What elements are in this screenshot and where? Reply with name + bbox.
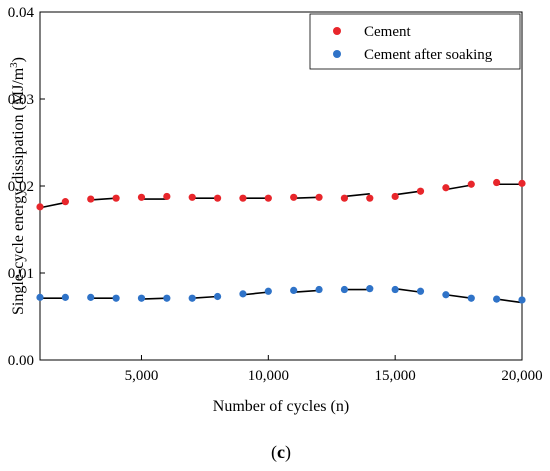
cement-point bbox=[315, 193, 323, 201]
cement-point bbox=[112, 194, 120, 202]
y-tick-label: 0.04 bbox=[8, 5, 35, 21]
cement-after-soaking-point bbox=[340, 285, 349, 294]
cement-after-soaking-point bbox=[112, 294, 120, 302]
cement-after-soaking-point bbox=[188, 294, 196, 302]
cement-point bbox=[493, 178, 501, 187]
cement-after-soaking-point bbox=[366, 285, 374, 293]
y-axis-label-superscript: 3 bbox=[8, 62, 20, 68]
cement-point bbox=[61, 198, 69, 206]
y-axis-label-end: ) bbox=[10, 57, 27, 62]
x-tick-label: 15,000 bbox=[375, 368, 416, 384]
cement-point bbox=[442, 184, 450, 192]
fit-segment bbox=[293, 196, 320, 199]
legend-label-cement-after-soaking: Cement after soaking bbox=[364, 47, 493, 63]
cement-after-soaking-point bbox=[290, 286, 298, 294]
cement-point bbox=[137, 193, 146, 201]
cement-point bbox=[416, 187, 425, 195]
legend: Cement Cement after soaking bbox=[309, 13, 521, 70]
cement-after-soaking-point bbox=[467, 294, 475, 302]
legend-marker-cement-after-soaking bbox=[333, 50, 341, 58]
cement-after-soaking-point bbox=[239, 290, 247, 298]
y-tick-label: 0.00 bbox=[8, 353, 34, 369]
panel-label-letter: c bbox=[277, 442, 285, 462]
cement-point bbox=[188, 193, 196, 201]
x-axis: 5,000 10,000 15,000 20,000 bbox=[125, 355, 543, 384]
fit-segment bbox=[192, 295, 218, 300]
cement-after-soaking-point bbox=[391, 285, 399, 294]
fit-segment bbox=[90, 197, 117, 201]
cement-after-soaking-point bbox=[493, 295, 501, 303]
panel-label-close: ) bbox=[285, 442, 291, 463]
panel-label-open: ( bbox=[271, 442, 277, 463]
legend-box bbox=[309, 13, 521, 70]
cement-point bbox=[264, 194, 272, 202]
cement-after-soaking-point bbox=[137, 294, 146, 302]
fit-segment bbox=[496, 298, 523, 304]
cement-after-soaking-point bbox=[416, 287, 425, 295]
cement-after-soaking-point bbox=[264, 287, 272, 295]
fit-segment bbox=[395, 287, 421, 293]
cement-point bbox=[36, 203, 44, 211]
y-tick-label: 0.03 bbox=[8, 92, 34, 108]
data-points bbox=[36, 178, 526, 304]
fit-segment bbox=[445, 184, 472, 191]
cement-after-soaking-point bbox=[213, 292, 222, 301]
y-axis-label-main: Single-cycle energy dissipation (MJ/m bbox=[10, 67, 27, 315]
cement-after-soaking-point bbox=[442, 291, 450, 299]
fit-segment bbox=[141, 297, 167, 300]
cement-point bbox=[239, 194, 247, 202]
legend-marker-cement bbox=[333, 27, 341, 35]
cement-after-soaking-point bbox=[518, 296, 526, 304]
fit-segment bbox=[293, 289, 320, 293]
cement-point bbox=[467, 180, 475, 188]
cement-point bbox=[366, 194, 374, 202]
fit-segment bbox=[395, 190, 421, 196]
cement-point bbox=[340, 194, 349, 202]
fit-segment bbox=[242, 291, 269, 296]
legend-label-cement: Cement bbox=[364, 24, 411, 40]
cement-after-soaking-point bbox=[87, 293, 95, 301]
cement-point bbox=[163, 192, 171, 201]
y-axis-label: Single-cycle energy dissipation (MJ/m3) bbox=[8, 57, 27, 315]
cement-point bbox=[518, 179, 526, 187]
cement-point bbox=[213, 194, 222, 202]
y-tick-label: 0.02 bbox=[8, 179, 34, 195]
cement-point bbox=[87, 195, 95, 203]
fit-segment bbox=[344, 193, 370, 198]
cement-after-soaking-point bbox=[36, 293, 44, 301]
fit-segment bbox=[39, 201, 66, 209]
y-axis: 0.00 0.01 0.02 0.03 0.04 bbox=[8, 5, 45, 369]
cement-after-soaking-point bbox=[163, 294, 171, 302]
x-tick-label: 10,000 bbox=[248, 368, 289, 384]
cement-after-soaking-point bbox=[315, 285, 323, 294]
x-axis-label: Number of cycles (n) bbox=[213, 398, 349, 415]
fit-lines bbox=[39, 183, 523, 304]
cement-point bbox=[290, 193, 298, 201]
x-tick-label: 5,000 bbox=[125, 368, 159, 384]
x-tick-label: 20,000 bbox=[501, 368, 542, 384]
cement-point bbox=[391, 192, 399, 201]
cement-after-soaking-point bbox=[61, 293, 69, 301]
panel-label: (c) bbox=[271, 442, 291, 463]
fit-segment bbox=[445, 293, 472, 300]
y-tick-label: 0.01 bbox=[8, 266, 34, 282]
